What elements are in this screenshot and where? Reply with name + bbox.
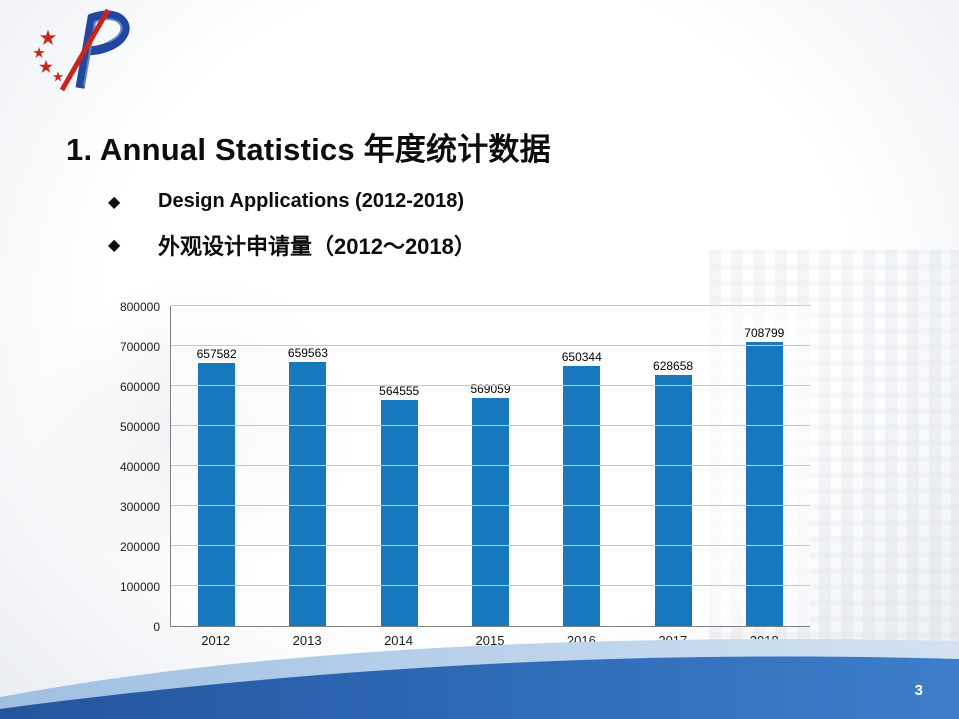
y-tick-label: 600000 (119, 380, 160, 394)
gridline (171, 585, 810, 586)
bullet-design-applications: ◆ Design Applications (2012-2018) (108, 190, 464, 213)
x-tick-label: 2016 (566, 633, 596, 648)
x-tick-label: 2014 (384, 633, 413, 648)
gridline (171, 425, 810, 426)
bar-2017 (654, 374, 692, 626)
bar-value-label: 708799 (744, 326, 785, 341)
bar-value-label: 628658 (653, 358, 694, 373)
x-tick-label: 2015 (475, 633, 505, 648)
y-tick-label: 200000 (119, 540, 160, 554)
design-applications-bar-chart: 0 100000 200000 300000 400000 500000 600000 700… (108, 300, 810, 648)
bar-2015 (471, 398, 509, 626)
diamond-bullet-icon: ◆ (108, 193, 121, 211)
bar-group-2017: 628658 (653, 359, 693, 626)
sipo-logo (33, 8, 130, 92)
gridline (171, 545, 810, 546)
y-tick-label: 500000 (119, 420, 160, 434)
logo-star-icon (33, 47, 45, 58)
bar-2012 (198, 362, 236, 626)
y-axis: 0 100000 200000 300000 400000 500000 600000 700… (108, 300, 170, 634)
bar-value-label: 564555 (379, 384, 420, 399)
logo-star-icon (39, 29, 57, 45)
logo-red-slash (59, 8, 111, 92)
bar-group-2018: 708799 (744, 326, 784, 626)
logo-star-icon (52, 71, 64, 82)
slide-title: 1. Annual Statistics 年度统计数据 (66, 132, 551, 167)
bar-value-label: 657582 (196, 346, 237, 361)
bullet-design-applications-cn: ◆ 外观设计申请量（2012～2018） (108, 229, 476, 261)
x-tick-label: 2018 (749, 633, 779, 648)
gridline (171, 305, 810, 306)
bar-2013 (289, 362, 327, 626)
bars: 657582 659563 564555 569059 650344 628658 7087… (171, 306, 810, 626)
bar-2014 (380, 400, 418, 626)
x-axis: 2012 2013 2014 2015 2016 2017 2018 (170, 633, 810, 648)
diamond-bullet-icon: ◆ (108, 237, 121, 254)
x-tick-label: 2017 (658, 633, 688, 648)
y-tick-label: 0 (153, 620, 160, 634)
bullet-label: 外观设计申请量（2012～2018） (158, 234, 476, 259)
x-tick-label: 2012 (201, 633, 231, 648)
x-tick-label: 2013 (292, 633, 322, 648)
bar-value-label: 659563 (287, 346, 328, 361)
gridline (171, 465, 810, 466)
logo-p-ribbon-highlight (83, 18, 123, 87)
bar-group-2016: 650344 (562, 350, 602, 626)
y-tick-label: 700000 (119, 340, 160, 354)
gridline (171, 385, 810, 386)
bar-group-2013: 659563 (288, 346, 328, 626)
bullet-label: Design Applications (2012-2018) (158, 190, 465, 212)
bar-2016 (563, 365, 601, 626)
page-number: 3 (914, 682, 923, 699)
bar-group-2012: 657582 (197, 347, 237, 626)
logo-star-icon (39, 59, 53, 73)
y-tick-label: 800000 (119, 300, 160, 314)
y-tick-label: 300000 (119, 500, 160, 514)
gridline (171, 345, 810, 346)
y-tick-label: 100000 (119, 580, 160, 594)
y-tick-label: 400000 (119, 460, 160, 474)
bar-group-2015: 569059 (470, 382, 511, 626)
plot-area: 657582 659563 564555 569059 650344 628658 7087… (170, 305, 810, 627)
bar-group-2014: 564555 (379, 384, 419, 626)
bar-value-label: 650344 (561, 349, 602, 364)
gridline (171, 505, 810, 506)
bar-2018 (745, 342, 783, 626)
